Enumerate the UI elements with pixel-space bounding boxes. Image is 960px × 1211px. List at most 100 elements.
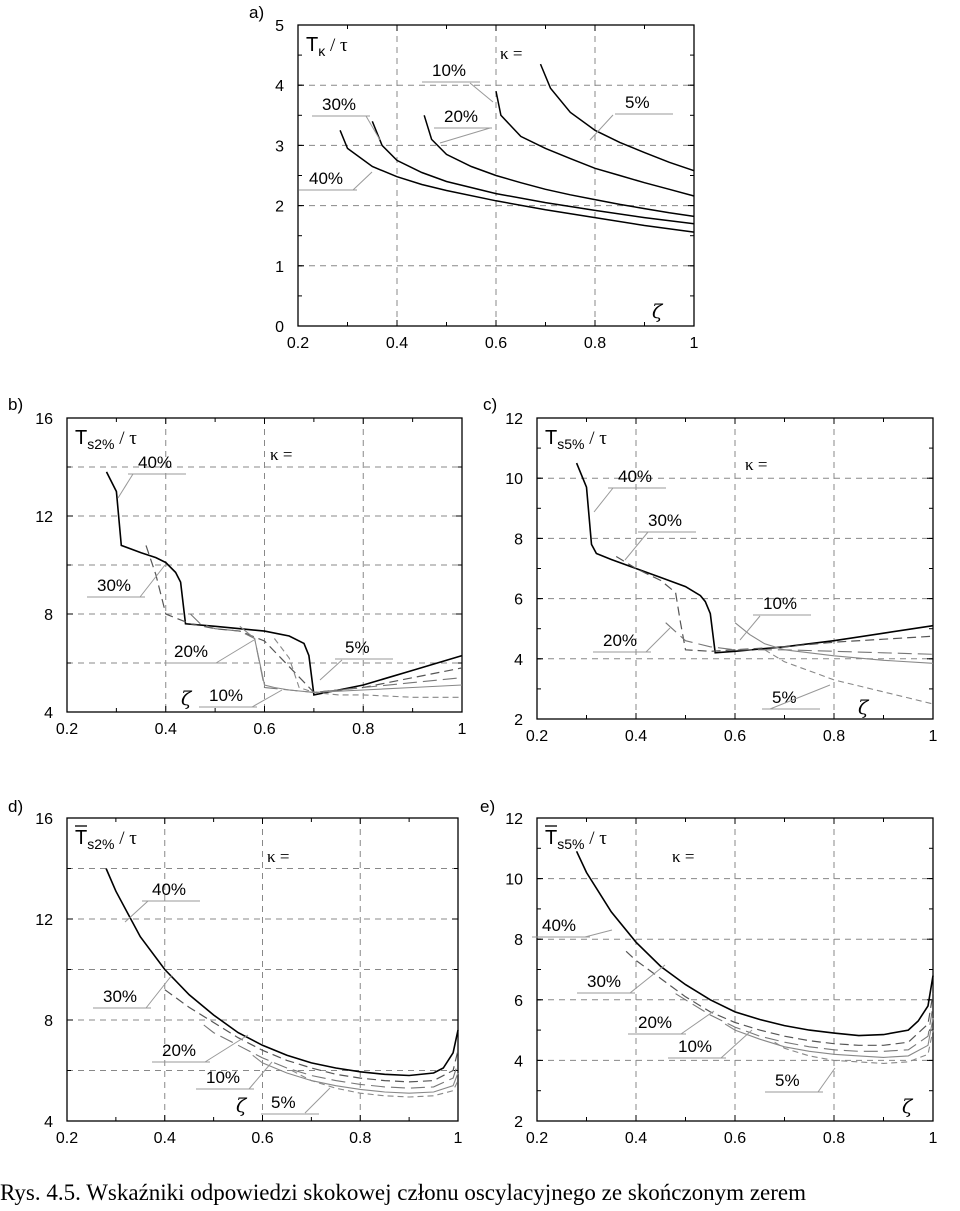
label-leader — [117, 473, 134, 499]
y-tick-label: 12 — [35, 509, 53, 526]
y-tick-label: 8 — [44, 1013, 53, 1030]
x-axis-label: ζ — [858, 697, 870, 719]
y-tick-label: 12 — [505, 811, 523, 828]
label-leader — [720, 1029, 753, 1059]
y-tick-label: 5 — [275, 18, 284, 35]
y-tick-label: 0 — [275, 319, 284, 336]
series-line-5pct — [539, 63, 695, 172]
series-label-20pct: 20% — [444, 107, 478, 126]
panel-c: 0.2 0.4 0.6 0.8 12468101240%30%20%10%5%Ts5% … — [483, 395, 938, 745]
series-label-20pct: 20% — [162, 1041, 196, 1060]
x-tick-label: 0.2 — [526, 1130, 548, 1147]
series-label-40pct: 40% — [152, 880, 186, 899]
series-line-30pct — [615, 555, 934, 652]
series-line-30pct — [625, 950, 934, 1046]
series-line-5pct — [774, 1029, 934, 1064]
series-label-30pct: 30% — [97, 576, 131, 595]
x-tick-label: 0.8 — [823, 1130, 845, 1147]
label-leader — [304, 1087, 331, 1114]
series-line-5pct — [273, 638, 462, 698]
label-leader — [680, 1010, 715, 1035]
x-axis-label: ζ — [652, 301, 664, 323]
panel-d: 0.2 0.4 0.6 0.8 1 4 8 12 16 40% 30% 20% 10% 5% Ts2% / … — [8, 797, 463, 1147]
x-tick-label: 1 — [690, 335, 699, 352]
label-leader — [817, 1067, 836, 1093]
series-label-10pct: 10% — [432, 61, 466, 80]
series-line-10pct — [734, 622, 934, 664]
panel-label: d) — [8, 797, 23, 816]
series-line-20pct — [423, 115, 695, 218]
series-label-30pct: 30% — [648, 511, 682, 530]
series-label-40pct: 40% — [309, 169, 343, 188]
series-line-20pct — [665, 622, 934, 655]
y-tick-label: 2 — [514, 712, 523, 729]
y-axis-label: Ts2% / τ — [75, 427, 137, 452]
label-leader — [145, 974, 173, 1009]
label-leader — [248, 1061, 273, 1090]
x-tick-label: 0.8 — [349, 1130, 371, 1147]
series-label-30pct: 30% — [103, 987, 137, 1006]
label-leader — [645, 627, 671, 653]
x-tick-label: 0.4 — [154, 1130, 176, 1147]
y-tick-label: 1 — [275, 259, 284, 276]
series-line-40pct — [575, 462, 934, 654]
y-tick-label: 4 — [44, 705, 53, 722]
series-label-30pct: 30% — [587, 972, 621, 991]
series-line-30pct — [145, 545, 463, 694]
y-tick-label: 4 — [275, 78, 284, 95]
x-tick-label: 0.4 — [386, 335, 408, 352]
series-label-10pct: 10% — [206, 1068, 240, 1087]
series-line-40pct — [575, 850, 934, 1037]
kappa-label: κ = — [267, 847, 289, 866]
x-tick-label: 0.4 — [625, 1130, 647, 1147]
y-tick-label: 4 — [514, 1053, 523, 1070]
label-leader — [204, 1034, 249, 1063]
kappa-label: κ = — [745, 455, 767, 474]
panel-label: e) — [480, 797, 495, 816]
x-tick-label: 0.6 — [724, 1130, 746, 1147]
x-axis-label: ζ — [181, 688, 193, 710]
series-line-40pct — [105, 471, 463, 696]
x-tick-label: 0.6 — [253, 721, 275, 738]
series-line-20pct — [675, 993, 934, 1052]
series-label-40pct: 40% — [542, 916, 576, 935]
x-axis-label: ζ — [902, 1096, 914, 1118]
series-line-10pct — [724, 1017, 934, 1058]
series-line-5pct — [291, 1070, 459, 1098]
series-line-5pct — [764, 649, 934, 705]
panel-label: a) — [249, 3, 264, 22]
series-line-40pct — [105, 868, 459, 1077]
label-leader — [624, 531, 649, 561]
panel-b: 0.2 0.4 0.6 0.8 1 4 8 12 16 40% 30% 20% 10% 5% Ts2% / … — [8, 395, 467, 738]
y-axis-label: Ts5% / τ — [545, 427, 607, 452]
x-tick-label: 1 — [929, 728, 938, 745]
label-leader — [589, 114, 614, 141]
y-tick-label: 8 — [44, 607, 53, 624]
y-tick-label: 2 — [275, 199, 284, 216]
series-label-10pct: 10% — [763, 594, 797, 613]
series-line-10pct — [495, 91, 695, 197]
label-leader — [439, 127, 491, 144]
kappa-label: κ = — [500, 44, 522, 63]
label-leader — [124, 900, 149, 923]
figure-caption: Rys. 4.5. Wskaźniki odpowiedzi skokowej … — [0, 1180, 806, 1205]
y-axis-label: Tκ / τ — [306, 34, 348, 59]
x-tick-label: 0.2 — [56, 721, 78, 738]
series-line-40pct — [339, 130, 695, 233]
label-leader — [593, 487, 614, 513]
x-tick-label: 1 — [454, 1130, 463, 1147]
y-tick-label: 4 — [44, 1114, 53, 1131]
y-axis-label: Ts5% / τ — [545, 827, 607, 852]
y-tick-label: 16 — [35, 811, 53, 828]
x-tick-label: 0.8 — [823, 728, 845, 745]
label-leader — [352, 171, 373, 191]
y-tick-label: 12 — [35, 912, 53, 929]
series-label-40pct: 40% — [618, 467, 652, 486]
panel-a: 0.2 0.4 0.6 0.8 1 0 1 2 3 4 5 5% 10% 20% 30% 40% Tκ / τ κ… — [249, 3, 699, 352]
series-label-5pct: 5% — [625, 93, 650, 112]
series-line-10pct — [252, 1054, 459, 1094]
x-tick-label: 1 — [458, 721, 467, 738]
y-tick-label: 16 — [35, 411, 53, 428]
label-leader — [139, 564, 166, 598]
